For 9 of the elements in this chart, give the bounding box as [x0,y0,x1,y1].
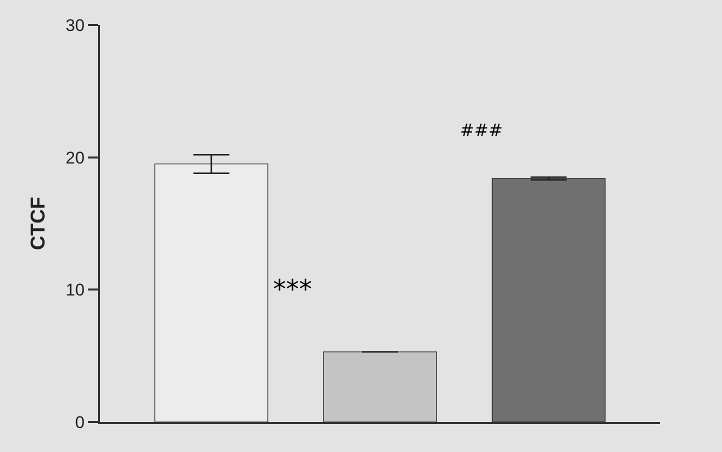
y-axis-title: CTCF [28,196,50,250]
y-tick-label: 0 [75,412,85,432]
bar [492,178,606,422]
annotation: ### [460,121,503,141]
annotation: *** [273,275,312,305]
y-tick-label: 30 [66,16,85,35]
y-tick-label: 10 [66,280,85,300]
y-tick-label: 20 [66,148,85,168]
bar [323,352,437,422]
